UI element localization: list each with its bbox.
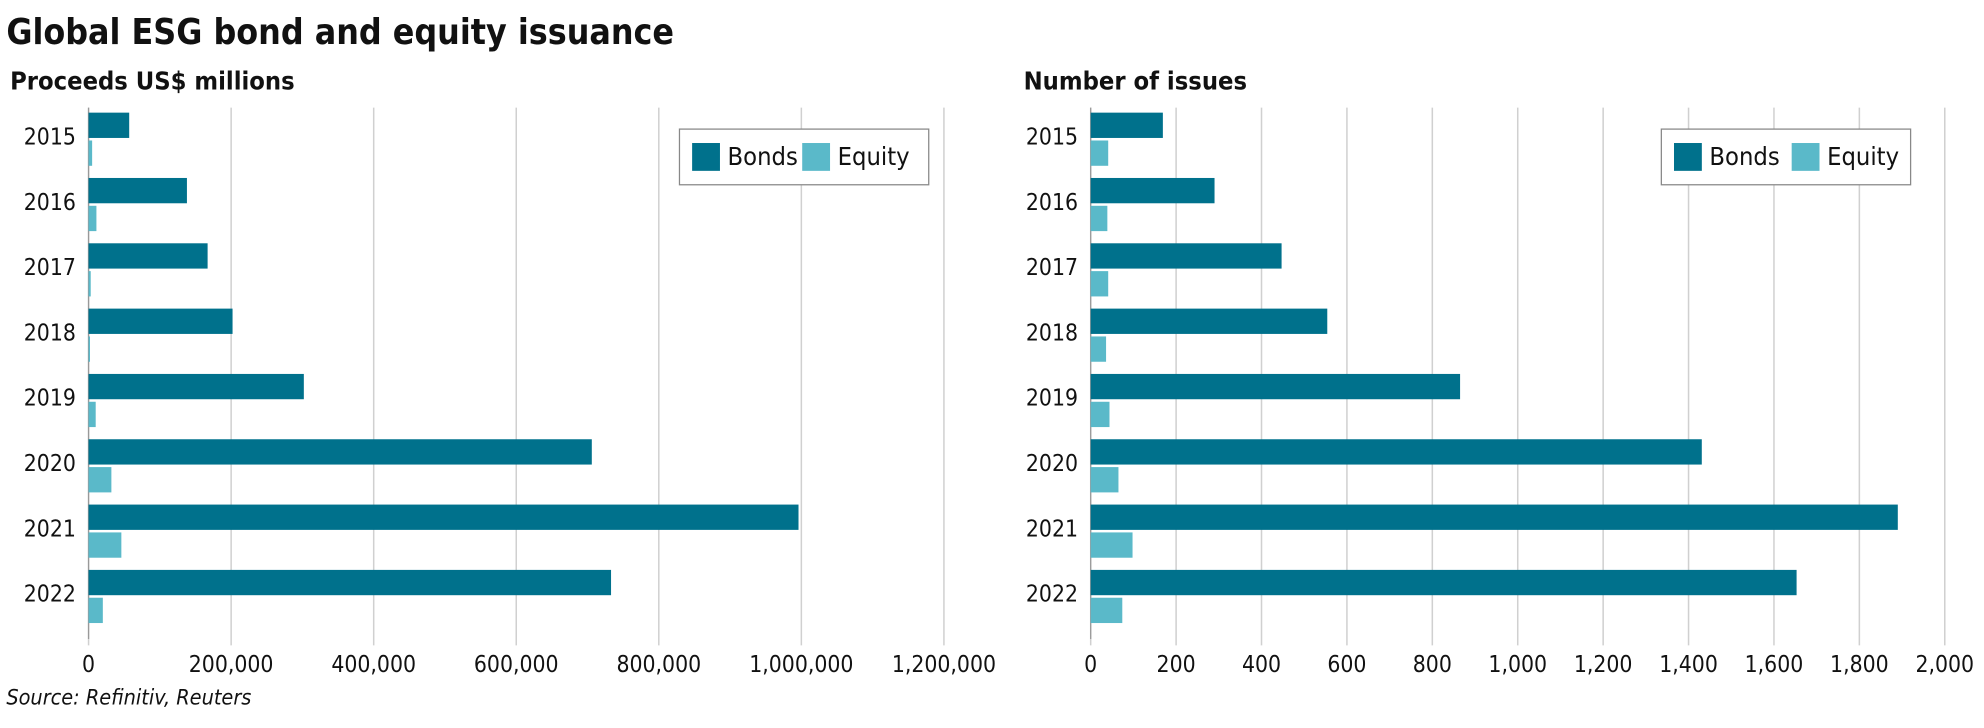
- bar: [1090, 504, 1898, 530]
- bar: [88, 243, 208, 269]
- bar: [1090, 140, 1109, 166]
- y-tick-label: 2022: [24, 582, 76, 608]
- page-title: Global ESG bond and equity issuance: [6, 12, 674, 53]
- legend-box: [1660, 128, 1912, 186]
- x-tick-label: 2,000: [1915, 652, 1974, 678]
- y-tick-label: 2022: [1026, 582, 1078, 608]
- y-tick-label: 2021: [1026, 516, 1078, 542]
- y-tick-label: 2015: [24, 124, 76, 150]
- legend-label: Equity: [838, 142, 910, 171]
- x-tick-label: 800,000: [616, 652, 701, 678]
- x-tick-label: 0: [82, 652, 95, 678]
- bar: [88, 112, 130, 138]
- x-tick-label: 400,000: [331, 652, 416, 678]
- x-tick-label: 600: [1327, 652, 1366, 678]
- x-tick-label: 1,200: [1574, 652, 1633, 678]
- y-tick-label: 2018: [1026, 320, 1078, 346]
- bar: [88, 373, 304, 400]
- bar: [1090, 336, 1107, 362]
- x-tick-label: 0: [1084, 652, 1097, 678]
- bar: [1090, 177, 1215, 204]
- y-tick-label: 2017: [24, 255, 76, 281]
- y-tick-label: 2019: [24, 386, 76, 412]
- bar: [88, 401, 96, 428]
- x-tick-label: 1,000: [1488, 652, 1547, 678]
- legend-label: Bonds: [1709, 142, 1779, 171]
- bar: [1090, 205, 1108, 232]
- legend-swatch: [692, 143, 720, 171]
- bar: [1090, 271, 1109, 297]
- x-tick-label: 1,800: [1830, 652, 1889, 678]
- bar: [88, 205, 97, 232]
- bar: [1090, 243, 1282, 269]
- y-tick-label: 2019: [1026, 386, 1078, 412]
- bar: [1090, 532, 1133, 558]
- bar: [1090, 112, 1163, 138]
- bar: [1090, 569, 1797, 596]
- bar: [88, 439, 592, 465]
- legend-swatch: [1674, 143, 1702, 171]
- x-tick-label: 400: [1242, 652, 1281, 678]
- y-tick-label: 2016: [1026, 190, 1078, 216]
- bar: [1090, 597, 1123, 624]
- legend-label: Equity: [1827, 142, 1899, 171]
- x-tick-label: 1,600: [1745, 652, 1804, 678]
- y-tick-label: 2017: [1026, 255, 1078, 281]
- legend-swatch: [802, 143, 831, 171]
- x-tick-label: 1,000,000: [749, 652, 853, 678]
- x-tick-label: 200: [1157, 652, 1196, 678]
- bar: [1090, 401, 1110, 428]
- chart-subtitle: Proceeds US$ millions: [10, 66, 295, 95]
- legend-label: Bonds: [728, 142, 798, 171]
- bar: [1090, 373, 1461, 400]
- bar: [88, 336, 90, 362]
- legend-swatch: [1791, 143, 1820, 171]
- x-tick-label: 1,400: [1659, 652, 1718, 678]
- bar: [1090, 467, 1119, 493]
- bar: [88, 271, 91, 297]
- x-tick-label: 800: [1413, 652, 1452, 678]
- bar: [88, 308, 233, 334]
- bar: [88, 177, 187, 204]
- y-tick-label: 2018: [24, 320, 76, 346]
- y-tick-label: 2015: [1026, 124, 1078, 150]
- bar: [1090, 439, 1702, 465]
- x-tick-label: 200,000: [189, 652, 274, 678]
- y-tick-label: 2016: [24, 190, 76, 216]
- x-tick-label: 1,200,000: [892, 652, 996, 678]
- y-tick-label: 2020: [24, 451, 76, 477]
- bar: [88, 467, 112, 493]
- bar: [88, 597, 103, 624]
- bar: [1090, 308, 1328, 334]
- chart-subtitle: Number of issues: [1024, 66, 1247, 95]
- bar: [88, 569, 612, 596]
- source: Source: Refinitiv, Reuters: [6, 685, 251, 710]
- y-tick-label: 2020: [1026, 451, 1078, 477]
- x-tick-label: 600,000: [474, 652, 559, 678]
- bar: [88, 532, 122, 558]
- bar: [88, 504, 799, 530]
- bar: [88, 140, 93, 166]
- y-tick-label: 2021: [24, 516, 76, 542]
